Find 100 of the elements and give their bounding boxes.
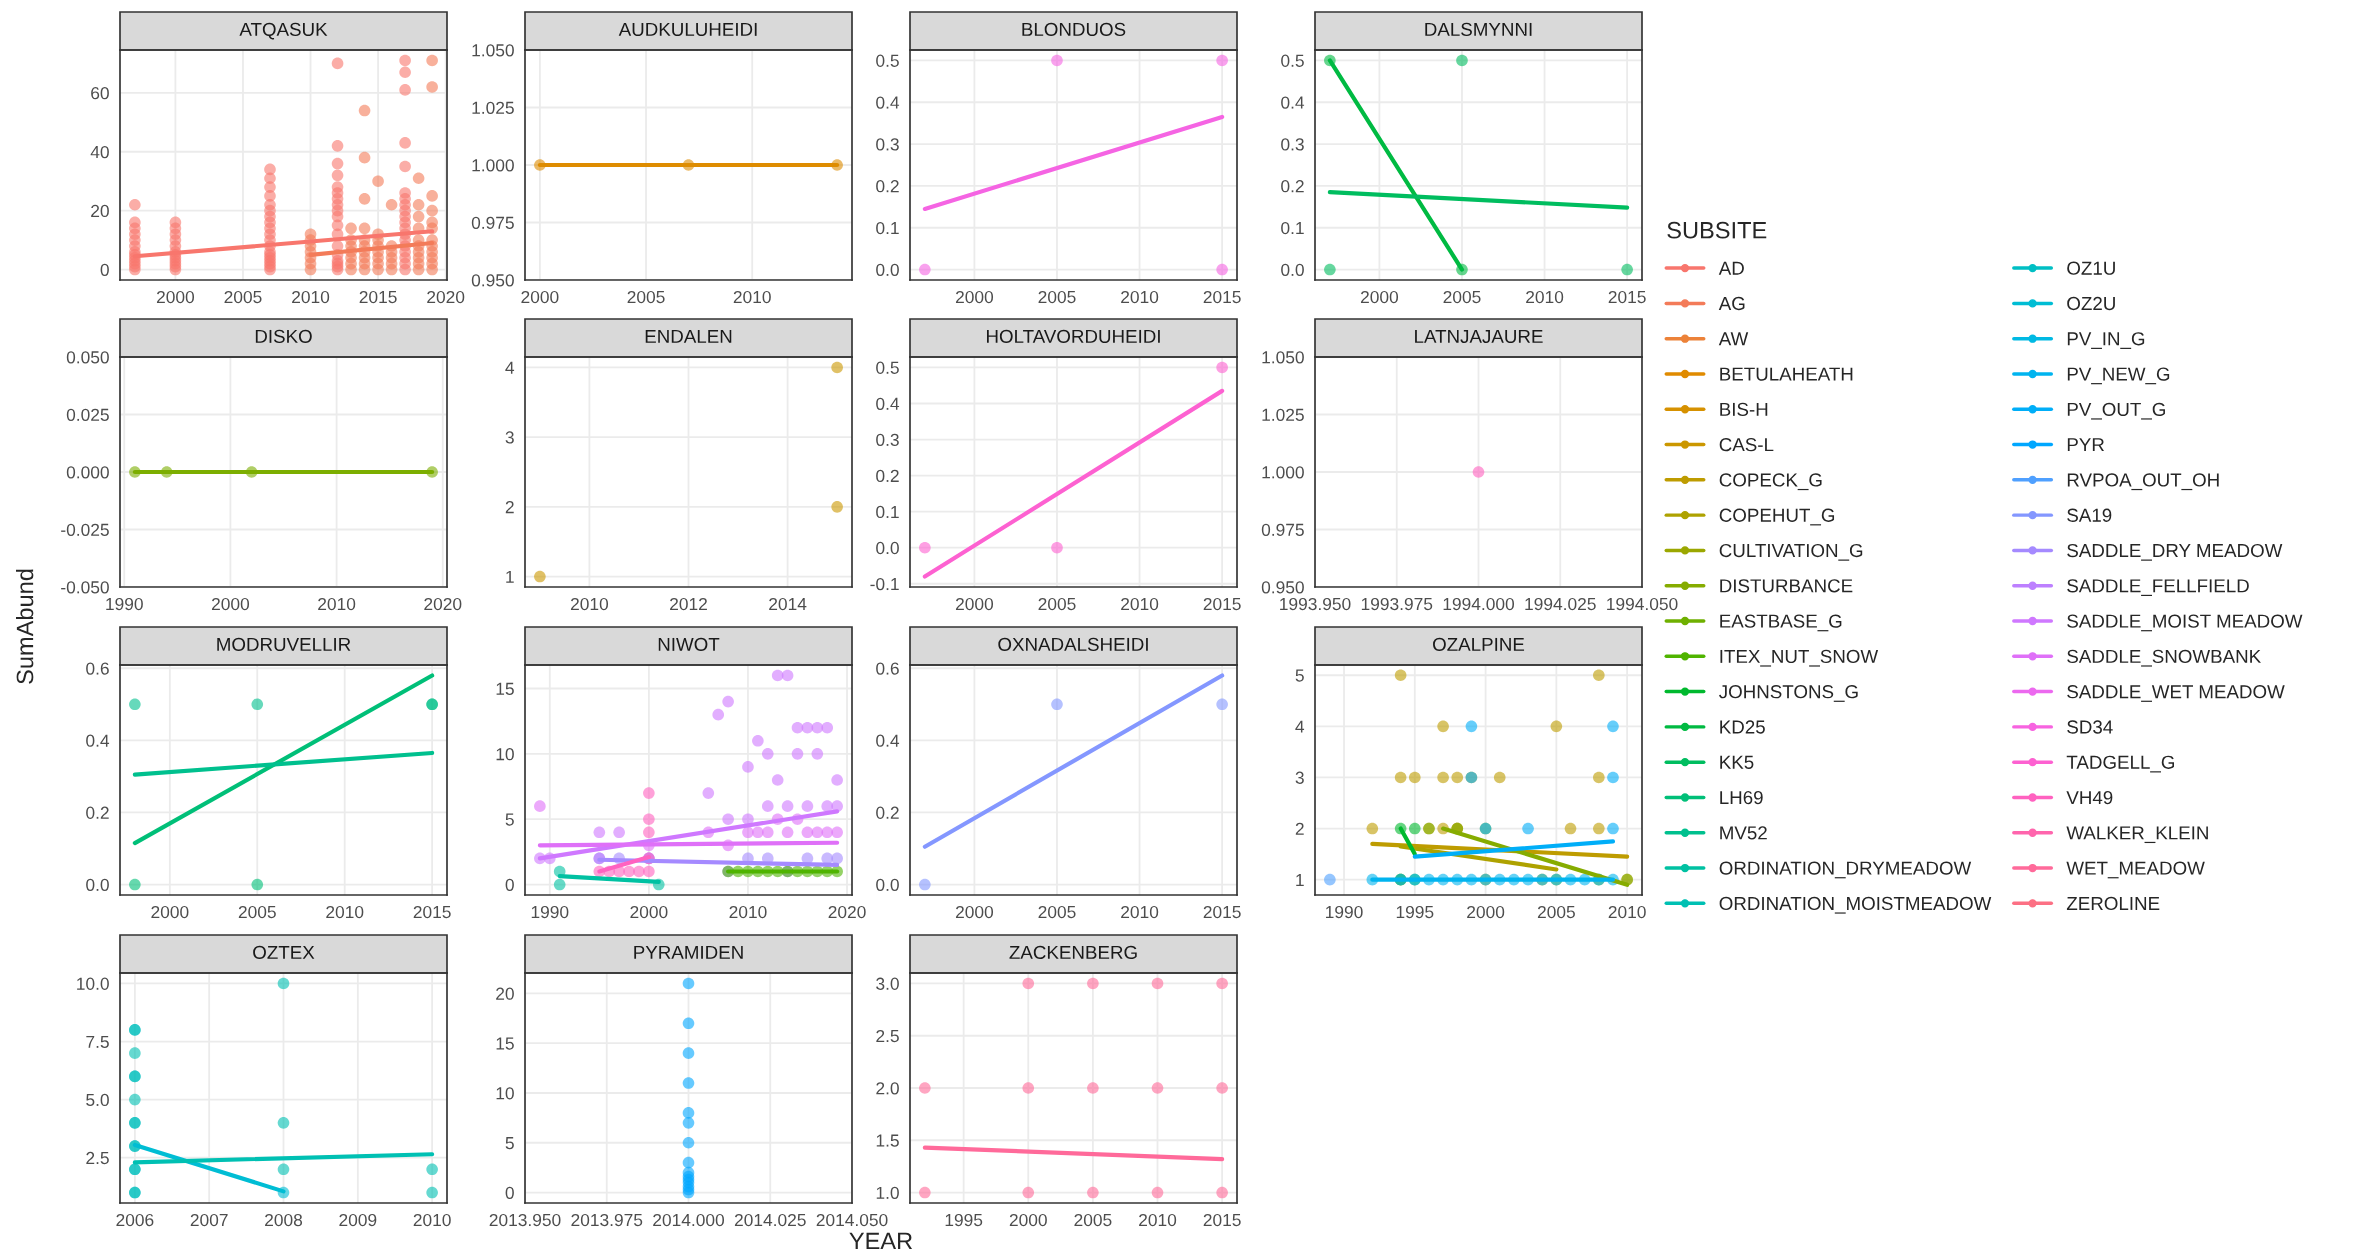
category-label: EASTBASE_G: [1720, 614, 1842, 632]
category-label: AD: [1718, 261, 1744, 275]
x-tick-label: 2005: [1443, 290, 1481, 304]
y-tick-label: 0.5: [876, 54, 899, 67]
x-tick-label: 2010: [1608, 905, 1646, 919]
y-tick-label: 0.0: [876, 878, 899, 892]
x-tick-label: 2000: [1360, 290, 1399, 304]
x-tick-label: 2010: [1139, 1213, 1177, 1227]
y-tick-label: 0.5: [1281, 54, 1304, 67]
x-tick-label: 2000: [1009, 1213, 1047, 1227]
y-tick-label: 2.0: [876, 1082, 899, 1095]
x-tick-label: 1994.050: [1607, 597, 1678, 611]
chart-title: OXNADALSHEIDI: [998, 637, 1148, 652]
y-tick-label: 0.4: [876, 96, 900, 109]
category-label: AG: [1718, 296, 1745, 311]
y-tick-label: 10: [496, 1087, 514, 1100]
category-label: ITEX_NUT_SNOW: [1720, 649, 1879, 667]
x-tick-label: 2014.000: [653, 1213, 725, 1227]
x-tick-label: 1993.975: [1361, 597, 1433, 611]
category-label: TADGELL_G: [2066, 755, 2174, 773]
category-label: WALKER_KLEIN: [2066, 826, 2208, 844]
y-tick-label: 0.4: [876, 397, 900, 410]
x-tick-label: 2005: [1038, 290, 1076, 304]
chart-title: ZACKENBERG: [1009, 945, 1137, 960]
y-tick-label: 3: [1295, 771, 1304, 784]
x-tick-label: 2010: [292, 290, 330, 304]
y-tick-label: 0.0: [876, 263, 899, 277]
category-label: PV_NEW_G: [2067, 367, 2170, 385]
y-tick-label: 0.950: [471, 274, 514, 287]
y-tick-label: 0.1: [876, 505, 899, 519]
category-label: OZ2U: [2067, 296, 2115, 311]
y-tick-label: 0.3: [876, 433, 899, 447]
x-tick-label: 2015: [1203, 905, 1241, 919]
y-tick-label: 0.6: [86, 662, 109, 675]
category-label: SADDLE_DRY MEADOW: [2067, 543, 2283, 561]
y-tick-label: 0: [505, 878, 514, 892]
x-tick-label: 2005: [1074, 1213, 1112, 1227]
y-tick-label: 0.975: [471, 216, 514, 229]
x-tick-label: 2010: [1121, 290, 1159, 304]
x-tick-label: 2007: [190, 1213, 228, 1227]
chart-title: NIWOT: [658, 637, 720, 652]
y-tick-label: 0: [505, 1186, 514, 1200]
category-label: SADDLE_MOIST MEADOW: [2067, 614, 2303, 632]
y-tick-label: 0.2: [876, 806, 899, 819]
category-label: KD25: [1720, 720, 1765, 734]
x-tick-label: 2010: [326, 905, 364, 919]
y-tick-label: 0.0: [876, 541, 899, 555]
x-tick-label: 2010: [570, 597, 609, 611]
y-tick-label: 1.050: [1262, 351, 1304, 364]
y-tick-label: 0.950: [1261, 581, 1304, 594]
y-tick-label: 2: [505, 501, 514, 514]
chart-title: MODRUVELLIR: [217, 637, 351, 652]
y-tick-label: 1.050: [472, 44, 514, 57]
category-label: CAS-L: [1719, 438, 1774, 452]
legend-title: SUBSITE: [1667, 221, 1767, 239]
category-label: COPEHUT_G: [1719, 508, 1835, 526]
x-tick-label: 1995: [945, 1213, 983, 1227]
y-tick-label: 5: [505, 813, 514, 826]
x-tick-label: 2014.025: [734, 1213, 806, 1227]
x-tick-label: 2005: [1038, 597, 1076, 611]
category-label: PV_IN_G: [2067, 332, 2145, 349]
y-tick-label: 2.5: [876, 1029, 899, 1043]
x-tick-label: 2020: [427, 290, 465, 304]
category-label: ORDINATION_MOISTMEADOW: [1719, 896, 1992, 914]
x-tick-label: 1995: [1396, 905, 1434, 919]
y-tick-label: 3.0: [876, 977, 899, 990]
category-label: AW: [1718, 332, 1749, 346]
x-tick-label: 2013.975: [571, 1213, 643, 1227]
y-tick-label: 0.6: [876, 662, 899, 675]
y-tick-label: 0.1: [876, 221, 899, 235]
chart-title: BLONDUOS: [1022, 22, 1126, 37]
y-tick-label: -0.050: [61, 581, 109, 594]
x-tick-label: 2015: [1203, 290, 1241, 304]
y-tick-label: 1.0: [876, 1186, 899, 1200]
y-tick-label: 2: [1295, 822, 1304, 835]
y-tick-label: 0.2: [1281, 180, 1304, 193]
x-tick-label: 2020: [424, 597, 462, 611]
x-tick-label: 2000: [151, 905, 189, 919]
x-tick-label: 2000: [521, 290, 559, 304]
x-tick-label: 2013.950: [489, 1213, 561, 1227]
chart-title: ATQASUK: [239, 22, 328, 40]
chart-title: AUDKULUHEIDI: [618, 22, 757, 37]
category-label: PV_OUT_G: [2067, 402, 2165, 420]
y-tick-label: 5: [1295, 669, 1304, 682]
x-tick-label: 2010: [729, 905, 767, 919]
x-tick-label: 1994.025: [1525, 597, 1596, 611]
y-tick-label: 0.4: [1281, 96, 1305, 109]
y-tick-label: 1: [506, 570, 514, 583]
y-tick-label: 0.000: [66, 466, 109, 479]
x-tick-label: 2000: [955, 597, 994, 611]
x-tick-label: 2010: [1121, 905, 1159, 919]
y-tick-label: 4: [1295, 720, 1305, 733]
y-tick-label: -0.1: [870, 577, 899, 591]
y-tick-label: 0.0: [1281, 263, 1304, 277]
x-tick-label: 2009: [339, 1213, 377, 1227]
chart-title: PYRAMIDEN: [634, 945, 743, 959]
chart-title: DALSMYNNI: [1425, 22, 1532, 37]
y-tick-label: 0.975: [1261, 523, 1304, 536]
y-tick-label: 0.5: [876, 361, 899, 374]
category-label: COPECK_G: [1719, 473, 1822, 491]
